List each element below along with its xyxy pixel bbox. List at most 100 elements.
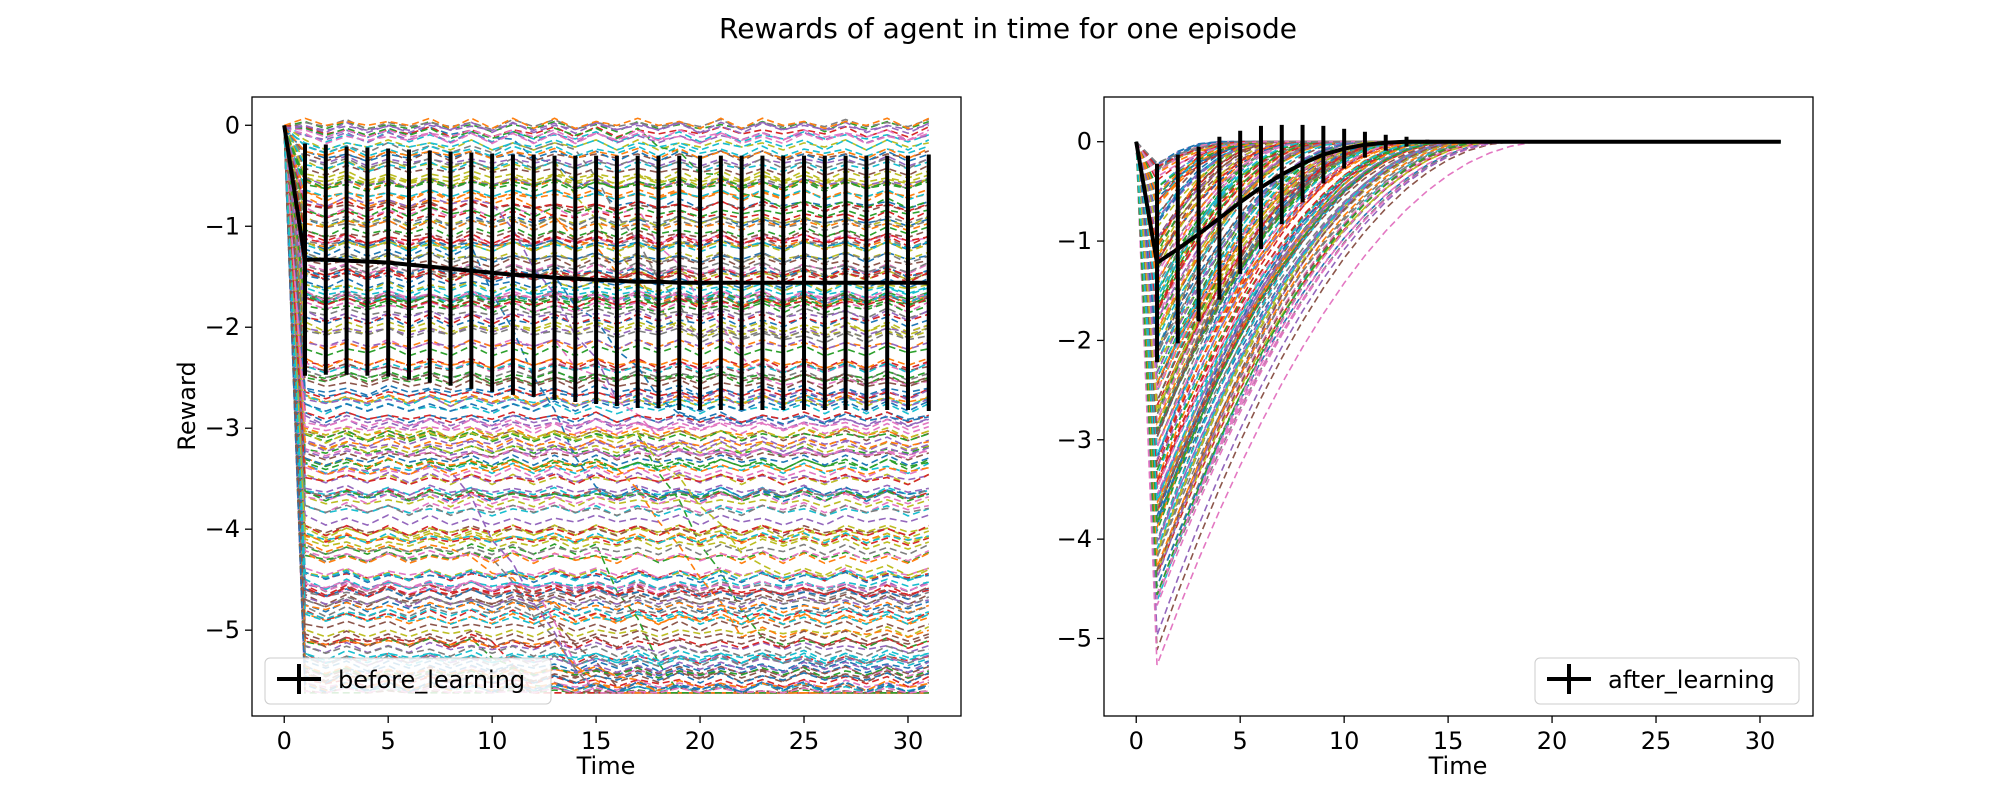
episode-line [283, 126, 930, 232]
x-tick-label: 20 [685, 727, 716, 755]
episode-line [283, 129, 930, 475]
episode-line [284, 122, 930, 135]
episode-line [283, 125, 930, 600]
episode-line [283, 125, 930, 275]
episode-line [283, 128, 929, 692]
episode-line [283, 125, 930, 449]
episode-line [283, 125, 930, 201]
episode-line [283, 125, 930, 333]
episode-line [283, 128, 930, 581]
episode-line [283, 129, 930, 213]
episode-line [283, 126, 930, 453]
episode-line [283, 129, 929, 302]
episode-line [283, 126, 930, 326]
episode-line [283, 128, 929, 245]
episode-line [283, 130, 930, 562]
x-axis-label-before: Time [576, 752, 636, 780]
episode-line [283, 125, 930, 577]
episode-line [1135, 140, 1781, 522]
episode-line [283, 126, 930, 160]
episode-line [283, 126, 930, 264]
episode-line [283, 129, 929, 694]
y-tick-label: −5 [205, 616, 240, 644]
episode-line [283, 125, 929, 387]
episode-line [283, 127, 930, 186]
panel-before-learning: 0 5 10 15 20 25 30 0 −1 −2 −3 −4 −5 Time Reward bef… [173, 96, 962, 780]
episode-line [283, 125, 930, 158]
episode-line [284, 128, 930, 145]
episode-line [283, 129, 930, 598]
episode-line [283, 125, 930, 500]
episode-line [283, 130, 929, 357]
episode-line [283, 125, 930, 182]
episode-line [283, 128, 930, 626]
episode-line [283, 128, 930, 274]
episode-line [283, 128, 930, 412]
episode-line [283, 126, 930, 339]
episode-line [283, 126, 930, 649]
episode-line [283, 129, 930, 582]
episode-line [283, 127, 930, 479]
episode-line [1135, 140, 1781, 526]
episode-line [283, 129, 930, 328]
episode-line [283, 127, 930, 435]
episode-line [283, 129, 930, 592]
episode-line [283, 126, 929, 344]
episode-line [283, 127, 930, 467]
episode-line [283, 129, 930, 633]
episode-line [283, 129, 930, 320]
episode-line [283, 124, 930, 170]
x-tick-label: 0 [1129, 727, 1144, 755]
episode-line [283, 127, 929, 545]
y-tick-label: 0 [1077, 128, 1092, 156]
episode-line [283, 129, 930, 439]
y-tick-label: 0 [225, 111, 240, 139]
episode-line [283, 129, 930, 391]
x-tick-label: 30 [1745, 727, 1776, 755]
episode-line [283, 127, 930, 431]
episode-line [283, 125, 930, 309]
episode-line [283, 126, 930, 546]
episode-line [1135, 140, 1781, 524]
episode-line [283, 126, 930, 251]
x-tick-label: 20 [1537, 727, 1568, 755]
x-tick-label: 10 [477, 727, 508, 755]
episode-line [283, 125, 929, 151]
legend-label-after: after_learning [1608, 666, 1775, 694]
episode-line [283, 129, 929, 682]
legend-before: before_learning [264, 657, 552, 705]
episode-line [283, 126, 930, 400]
episode-line [283, 127, 930, 313]
episode-line [283, 127, 930, 694]
y-tick-label: −5 [1057, 625, 1092, 653]
episode-line [1135, 140, 1781, 595]
episode-line [283, 128, 930, 227]
episode-line [283, 129, 930, 580]
episode-line [283, 125, 930, 668]
episode-line [283, 125, 930, 648]
legend-box-after [1534, 657, 1800, 705]
episode-line [283, 129, 929, 280]
episode-line [283, 126, 930, 526]
episode-line [283, 125, 930, 665]
episode-line [283, 127, 930, 299]
episode-line [283, 127, 929, 514]
episode-line [283, 129, 930, 151]
x-tick-label: 5 [381, 727, 396, 755]
mean-series-before [282, 124, 931, 412]
episode-line [283, 130, 930, 545]
x-tick-label: 10 [1329, 727, 1360, 755]
episode-line [283, 126, 930, 593]
x-ticks-after: 0 5 10 15 20 25 30 [1129, 716, 1776, 755]
episode-line [283, 129, 930, 305]
episode-line [283, 129, 929, 218]
episode-line [283, 129, 930, 431]
panel-after-learning: 0 5 10 15 20 25 30 0 −1 −2 −3 −4 −5 Time after_lear… [1057, 96, 1814, 780]
episode-line [283, 117, 930, 130]
y-tick-label: −3 [1057, 426, 1092, 454]
episode-line [1135, 140, 1781, 523]
episode-line [283, 129, 929, 599]
episode-line [283, 125, 930, 486]
episode-line [283, 125, 930, 167]
